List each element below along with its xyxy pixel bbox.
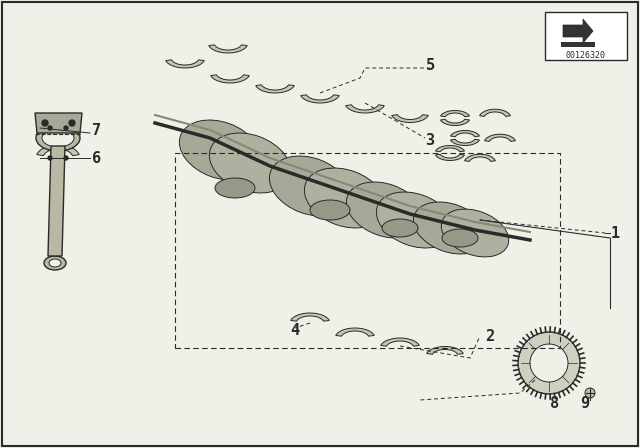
FancyBboxPatch shape	[561, 42, 595, 47]
Ellipse shape	[585, 388, 595, 398]
Circle shape	[69, 120, 75, 126]
Ellipse shape	[382, 219, 418, 237]
Ellipse shape	[310, 200, 350, 220]
Ellipse shape	[441, 209, 509, 257]
Ellipse shape	[530, 344, 568, 382]
Circle shape	[48, 156, 52, 160]
Text: 2: 2	[485, 328, 495, 344]
Ellipse shape	[49, 259, 61, 267]
Text: 7: 7	[92, 122, 102, 138]
Polygon shape	[336, 328, 374, 336]
Text: 8: 8	[550, 396, 559, 410]
Text: 5: 5	[426, 57, 435, 73]
Polygon shape	[563, 19, 593, 43]
Polygon shape	[451, 130, 479, 137]
Circle shape	[64, 126, 68, 130]
Polygon shape	[465, 154, 495, 161]
Polygon shape	[166, 60, 204, 68]
Ellipse shape	[42, 129, 74, 147]
Polygon shape	[301, 95, 339, 103]
Polygon shape	[451, 139, 479, 146]
Ellipse shape	[269, 156, 351, 216]
Ellipse shape	[179, 120, 260, 180]
Polygon shape	[209, 45, 247, 53]
Polygon shape	[346, 105, 384, 113]
Polygon shape	[211, 75, 250, 83]
Circle shape	[64, 156, 68, 160]
Ellipse shape	[376, 192, 454, 248]
Polygon shape	[440, 111, 470, 117]
Polygon shape	[256, 85, 294, 93]
Ellipse shape	[442, 229, 478, 247]
Text: 4: 4	[291, 323, 300, 337]
Ellipse shape	[305, 168, 386, 228]
Polygon shape	[291, 313, 330, 321]
Ellipse shape	[346, 182, 424, 238]
Ellipse shape	[36, 125, 80, 151]
Ellipse shape	[518, 332, 580, 394]
Polygon shape	[35, 113, 82, 133]
Text: 6: 6	[92, 151, 102, 165]
Polygon shape	[484, 134, 515, 142]
Text: 1: 1	[611, 225, 620, 241]
Polygon shape	[427, 346, 463, 354]
Text: 3: 3	[426, 133, 435, 147]
Ellipse shape	[44, 256, 66, 270]
Polygon shape	[435, 154, 465, 160]
Polygon shape	[435, 146, 465, 152]
Ellipse shape	[209, 133, 291, 193]
Polygon shape	[48, 146, 65, 256]
Polygon shape	[479, 109, 511, 116]
Polygon shape	[36, 145, 79, 155]
Polygon shape	[392, 115, 428, 122]
Polygon shape	[440, 119, 470, 125]
FancyBboxPatch shape	[545, 12, 627, 60]
Polygon shape	[381, 338, 419, 346]
Ellipse shape	[413, 202, 486, 254]
Circle shape	[42, 120, 48, 126]
Circle shape	[48, 126, 52, 130]
Polygon shape	[36, 130, 79, 141]
Ellipse shape	[215, 178, 255, 198]
Text: 00126320: 00126320	[565, 51, 605, 60]
Text: 9: 9	[580, 396, 589, 410]
